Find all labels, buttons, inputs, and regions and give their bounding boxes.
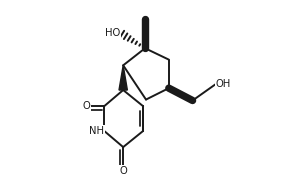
Polygon shape xyxy=(119,65,127,90)
Text: OH: OH xyxy=(215,79,231,89)
Text: NH: NH xyxy=(89,126,104,136)
Text: O: O xyxy=(82,101,90,111)
Text: O: O xyxy=(119,166,127,176)
Text: HO: HO xyxy=(105,28,120,38)
